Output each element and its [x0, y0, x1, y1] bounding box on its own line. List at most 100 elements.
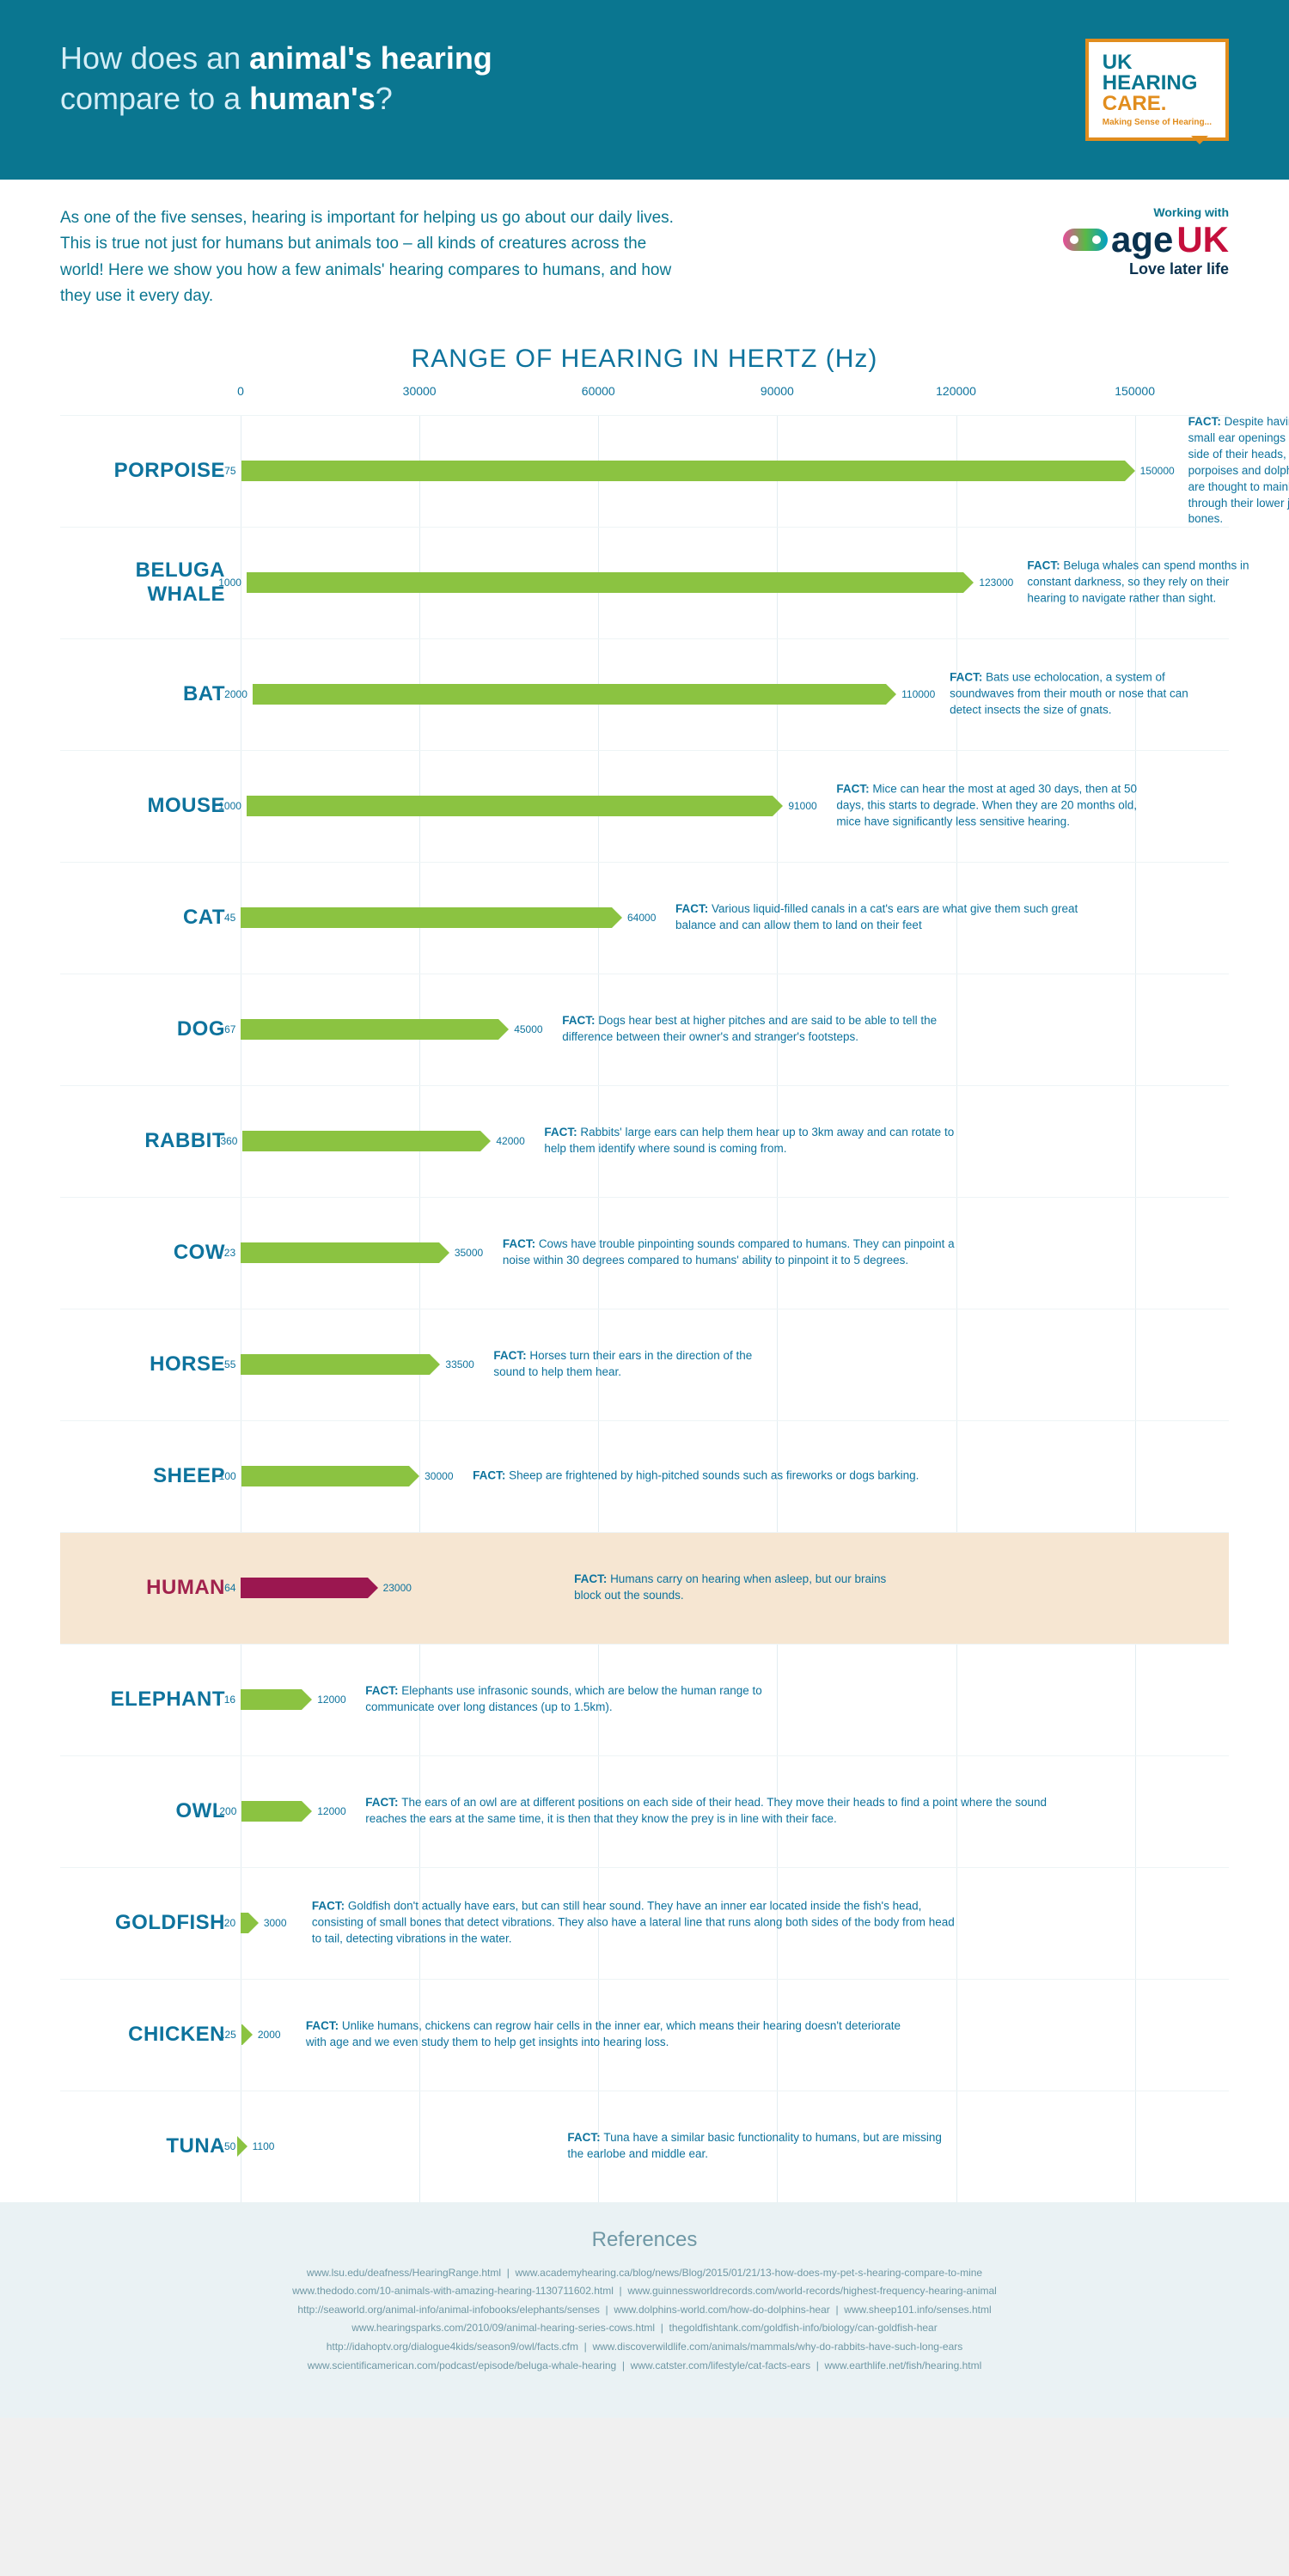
animal-fact: FACT: Dogs hear best at higher pitches a… [509, 1013, 973, 1046]
bar-area: 5533500FACT: Horses turn their ears in t… [241, 1309, 1194, 1420]
logo-line: UK [1103, 52, 1212, 73]
references-section: References www.lsu.edu/deafness/HearingR… [0, 2202, 1289, 2419]
fact-label: FACT: [574, 1572, 610, 1585]
bar-area: 1612000FACT: Elephants use infrasonic so… [241, 1645, 1194, 1755]
age-uk-logo: Working with ageUK Love later life [1063, 205, 1229, 310]
title-bold: animal's hearing [249, 40, 492, 76]
range-min: 55 [224, 1358, 241, 1370]
logo-line: CARE. [1103, 94, 1212, 114]
range-min: 64 [224, 1582, 241, 1594]
fact-label: FACT: [312, 1900, 348, 1913]
infinity-icon [1063, 229, 1108, 251]
animal-fact: FACT: Beluga whales can spend months in … [974, 559, 1266, 607]
animal-row: TUNA501100FACT: Tuna have a similar basi… [60, 2091, 1229, 2202]
range-min: 125 [219, 2029, 241, 2041]
animal-label: BELUGA WHALE [60, 559, 241, 607]
animal-label: RABBIT [60, 1129, 241, 1153]
bar-area: 4564000FACT: Various liquid-filled canal… [241, 863, 1194, 974]
animal-row: HUMAN6423000FACT: Humans carry on hearin… [60, 1532, 1229, 1644]
fact-label: FACT: [306, 2019, 342, 2032]
references-title: References [77, 2228, 1212, 2252]
range-bar [241, 1354, 440, 1375]
animal-label: ELEPHANT [60, 1688, 241, 1712]
animal-label: MOUSE [60, 794, 241, 818]
animal-label: CHICKEN [60, 2023, 241, 2047]
references-links: www.lsu.edu/deafness/HearingRange.html |… [77, 2264, 1212, 2376]
range-bar [241, 2024, 253, 2045]
fact-label: FACT: [1188, 415, 1225, 428]
axis-tick: 150000 [1115, 384, 1155, 398]
bar-area: 1252000FACT: Unlike humans, chickens can… [241, 1980, 1194, 2091]
fact-label: FACT: [1027, 559, 1063, 572]
animal-row: BELUGA WHALE1000123000FACT: Beluga whale… [60, 527, 1229, 638]
animal-label: PORPOISE [60, 459, 241, 483]
logo-tagline: Making Sense of Hearing... [1103, 118, 1212, 127]
page-title: How does an animal's hearing compare to … [60, 39, 492, 119]
uk-text: UK [1176, 219, 1229, 260]
range-bar [247, 796, 783, 816]
range-min: 20 [224, 1917, 241, 1929]
animal-fact: FACT: Humans carry on hearing when aslee… [521, 1572, 899, 1604]
fact-label: FACT: [544, 1126, 580, 1138]
animal-fact: FACT: Elephants use infrasonic sounds, w… [312, 1683, 793, 1716]
animal-row: RABBIT36042000FACT: Rabbits' large ears … [60, 1085, 1229, 1197]
animal-row: GOLDFISH203000FACT: Goldfish don't actua… [60, 1867, 1229, 1979]
ageuk-wordmark: ageUK [1063, 219, 1229, 260]
animal-label: SHEEP [60, 1464, 241, 1488]
range-min: 67 [224, 1023, 241, 1035]
animal-label: DOG [60, 1017, 241, 1041]
bar-area: 2000110000FACT: Bats use echolocation, a… [241, 639, 1194, 750]
axis-tick: 90000 [761, 384, 794, 398]
animal-fact: FACT: The ears of an owl are at differen… [312, 1795, 1068, 1828]
animal-row: DOG6745000FACT: Dogs hear best at higher… [60, 974, 1229, 1085]
range-bar [241, 1019, 509, 1040]
animal-row: PORPOISE75150000FACT: Despite having sma… [60, 415, 1229, 527]
range-bar [241, 1242, 449, 1263]
animal-fact: FACT: Bats use echolocation, a system of… [896, 670, 1206, 719]
animal-row: COW2335000FACT: Cows have trouble pinpoi… [60, 1197, 1229, 1309]
fact-label: FACT: [473, 1469, 509, 1482]
axis-tick: 30000 [403, 384, 437, 398]
animal-fact: FACT: Cows have trouble pinpointing soun… [449, 1236, 982, 1269]
fact-label: FACT: [950, 671, 986, 684]
animal-row: SHEEP10030000FACT: Sheep are frightened … [60, 1420, 1229, 1532]
bar-area: 75150000FACT: Despite having small ear o… [241, 416, 1194, 527]
header-title-block: How does an animal's hearing compare to … [60, 39, 492, 119]
fact-label: FACT: [836, 783, 872, 796]
range-min: 1000 [218, 577, 247, 589]
range-bar [241, 1801, 312, 1822]
uk-hearing-care-logo: UK HEARING CARE. Making Sense of Hearing… [1085, 39, 1229, 141]
hearing-range-chart: 0300006000090000120000150000 PORPOISE751… [0, 384, 1289, 2202]
range-bar [242, 1131, 491, 1151]
fact-label: FACT: [365, 1684, 401, 1697]
header: How does an animal's hearing compare to … [0, 0, 1289, 180]
range-bar [241, 1913, 259, 1933]
animal-label: COW [60, 1241, 241, 1265]
bar-area: 6423000FACT: Humans carry on hearing whe… [241, 1533, 1194, 1644]
fact-label: FACT: [493, 1349, 529, 1362]
bar-area: 1000123000FACT: Beluga whales can spend … [241, 528, 1194, 638]
range-bar [241, 907, 622, 928]
range-bar [247, 572, 974, 593]
bar-area: 36042000FACT: Rabbits' large ears can he… [241, 1086, 1194, 1197]
animal-label: GOLDFISH [60, 1911, 241, 1935]
animal-row: HORSE5533500FACT: Horses turn their ears… [60, 1309, 1229, 1420]
intro-text: As one of the five senses, hearing is im… [60, 205, 679, 310]
range-min: 1000 [218, 800, 247, 812]
animal-label: HORSE [60, 1352, 241, 1377]
animal-label: OWL [60, 1799, 241, 1823]
fact-label: FACT: [567, 2131, 603, 2144]
x-axis: 0300006000090000120000150000 [241, 384, 1194, 406]
range-bar [241, 1578, 377, 1598]
range-bar [253, 684, 896, 705]
bar-area: 2335000FACT: Cows have trouble pinpointi… [241, 1198, 1194, 1309]
subheader: As one of the five senses, hearing is im… [0, 180, 1289, 319]
axis-tick: 0 [237, 384, 244, 398]
bar-area: 6745000FACT: Dogs hear best at higher pi… [241, 974, 1194, 1085]
chart-rows: PORPOISE75150000FACT: Despite having sma… [60, 415, 1229, 2202]
bar-area: 20012000FACT: The ears of an owl are at … [241, 1756, 1194, 1867]
bar-area: 501100FACT: Tuna have a similar basic fu… [241, 2091, 1194, 2202]
axis-tick: 60000 [582, 384, 615, 398]
title-text: How does an [60, 40, 249, 76]
range-min: 360 [220, 1135, 242, 1147]
